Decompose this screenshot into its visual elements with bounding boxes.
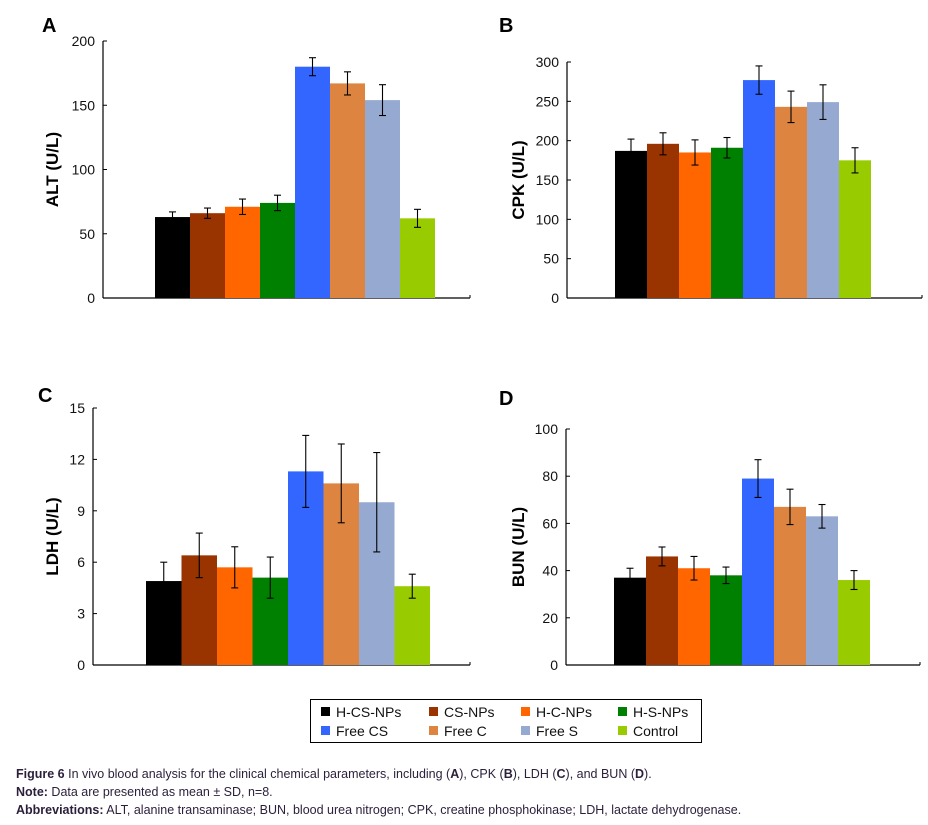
figure-abbreviations: Abbreviations: ALT, alanine transaminase…	[16, 803, 742, 817]
legend-swatch	[618, 726, 627, 735]
legend-swatch	[429, 707, 438, 716]
legend-swatch	[429, 726, 438, 735]
bar-control	[400, 218, 435, 298]
bar-h-c-nps	[679, 152, 711, 298]
bar-free-s	[807, 102, 839, 299]
y-tick-label: 200	[72, 33, 96, 49]
y-tick-label: 50	[543, 251, 559, 267]
bar-cs-nps	[190, 213, 225, 298]
bar-free-cs	[295, 66, 330, 298]
y-tick-label: 50	[79, 226, 95, 242]
legend-swatch	[521, 726, 530, 735]
y-tick-label: 100	[72, 162, 96, 178]
figure-caption: Figure 6 In vivo blood analysis for the …	[16, 767, 652, 781]
y-tick-label: 0	[551, 290, 559, 306]
y-tick-label: 6	[77, 554, 85, 570]
y-tick-label: 60	[542, 515, 558, 531]
y-axis-label: BUN (U/L)	[509, 507, 528, 587]
bar-cs-nps	[647, 143, 679, 298]
bar-free-s	[806, 516, 838, 665]
panel-label: D	[499, 388, 513, 410]
bar-free-cs	[742, 478, 774, 665]
y-tick-label: 150	[536, 172, 560, 188]
legend-swatch	[321, 726, 330, 735]
legend-item: CS-NPs	[429, 704, 495, 720]
legend-swatch	[521, 707, 530, 716]
y-tick-label: 80	[542, 468, 558, 484]
y-tick-label: 100	[536, 211, 560, 227]
legend-item: H-S-NPs	[618, 704, 688, 720]
y-tick-label: 3	[77, 606, 85, 622]
y-axis-label: LDH (U/L)	[43, 497, 62, 575]
legend-item: Control	[618, 723, 678, 739]
legend-item: H-C-NPs	[521, 704, 592, 720]
y-tick-label: 150	[72, 97, 96, 113]
y-axis-label: CPK (U/L)	[509, 140, 528, 219]
panel-label: B	[499, 15, 513, 37]
bar-h-s-nps	[711, 147, 743, 298]
bar-h-cs-nps	[155, 217, 190, 298]
y-tick-label: 200	[536, 133, 560, 149]
y-axis-label: ALT (U/L)	[43, 132, 62, 207]
bar-free-c	[774, 506, 806, 665]
bar-free-c	[775, 106, 807, 298]
legend: H-CS-NPs CS-NPs H-C-NPs H-S-NPs Free CS …	[310, 699, 702, 743]
y-tick-label: 300	[536, 54, 560, 70]
bar-control	[394, 586, 430, 665]
legend-item: Free CS	[321, 723, 388, 739]
bar-h-cs-nps	[615, 150, 647, 298]
bar-h-s-nps	[710, 575, 742, 665]
y-tick-label: 15	[69, 400, 85, 416]
bar-free-s	[365, 100, 400, 298]
legend-item: Free C	[429, 723, 487, 739]
bar-h-s-nps	[260, 202, 295, 298]
y-tick-label: 0	[550, 657, 558, 673]
bar-h-c-nps	[678, 568, 710, 665]
panel-label: C	[38, 385, 52, 407]
y-tick-label: 250	[536, 93, 560, 109]
bar-free-cs	[743, 80, 775, 299]
y-tick-label: 12	[69, 451, 85, 467]
y-tick-label: 0	[87, 290, 95, 306]
figure-note: Note: Data are presented as mean ± SD, n…	[16, 785, 273, 799]
y-tick-label: 100	[535, 421, 559, 437]
bar-control	[839, 160, 871, 298]
legend-item: Free S	[521, 723, 578, 739]
y-tick-label: 20	[542, 610, 558, 626]
y-tick-label: 0	[77, 657, 85, 673]
bar-cs-nps	[646, 556, 678, 665]
y-tick-label: 40	[542, 563, 558, 579]
y-tick-label: 9	[77, 503, 85, 519]
bar-control	[838, 580, 870, 665]
panel-label: A	[42, 15, 56, 37]
bar-h-c-nps	[225, 206, 260, 298]
legend-swatch	[321, 707, 330, 716]
legend-item: H-CS-NPs	[321, 704, 401, 720]
bar-h-cs-nps	[614, 577, 646, 665]
legend-swatch	[618, 707, 627, 716]
bar-free-c	[330, 83, 365, 298]
